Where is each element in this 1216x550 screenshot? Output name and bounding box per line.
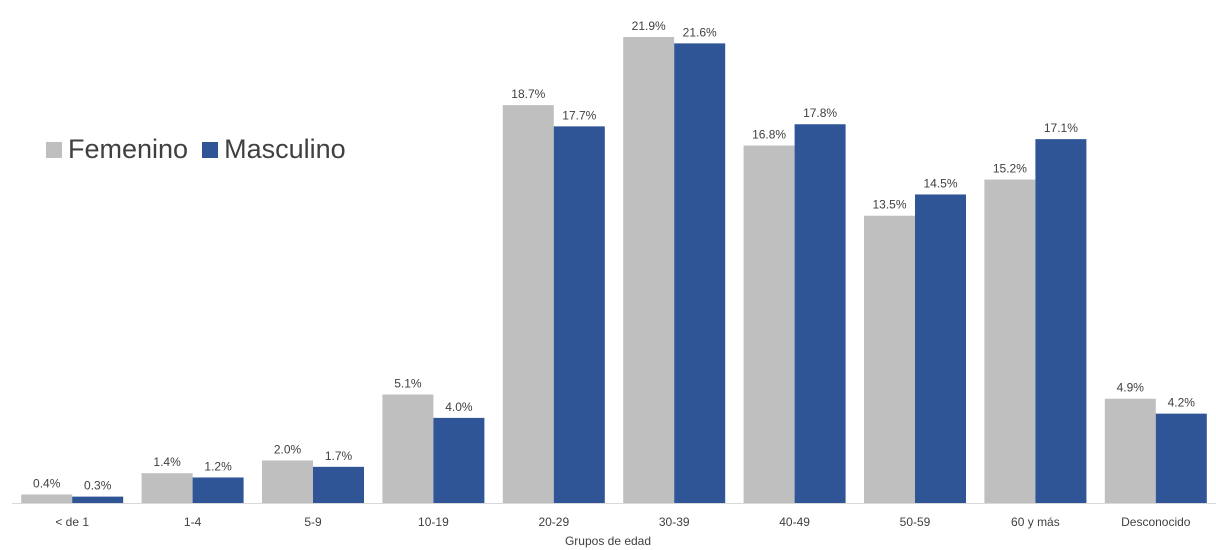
x-tick-label-3: 10-19 — [418, 515, 449, 529]
legend-label-femenino: Femenino — [68, 134, 189, 164]
bar-femenino-5 — [623, 37, 675, 503]
bar-femenino-2 — [262, 460, 313, 503]
data-label-femenino-6: 16.8% — [752, 128, 786, 142]
data-label-masculino-9: 4.2% — [1168, 396, 1196, 410]
bar-masculino-0 — [72, 496, 124, 503]
bar-masculino-6 — [794, 124, 846, 504]
data-label-masculino-2: 1.7% — [325, 449, 353, 463]
data-label-femenino-2: 2.0% — [274, 442, 302, 456]
bar-masculino-5 — [674, 43, 726, 504]
bar-femenino-4 — [502, 105, 554, 504]
data-label-masculino-5: 21.6% — [683, 25, 717, 39]
x-tick-label-1: 1-4 — [184, 515, 202, 529]
data-label-femenino-7: 13.5% — [872, 198, 906, 212]
bar-masculino-7 — [915, 194, 966, 503]
data-label-masculino-3: 4.0% — [445, 400, 473, 414]
legend-label-masculino: Masculino — [224, 134, 346, 164]
data-label-femenino-4: 18.7% — [511, 87, 545, 101]
x-tick-label-8: 60 y más — [1011, 515, 1060, 529]
legend: Femenino Masculino — [46, 134, 360, 165]
bar-femenino-3 — [382, 394, 434, 503]
bar-femenino-1 — [141, 473, 193, 503]
x-tick-label-4: 20-29 — [538, 515, 569, 529]
data-label-masculino-1: 1.2% — [204, 459, 232, 473]
bars-group — [21, 37, 1207, 504]
data-label-masculino-4: 17.7% — [562, 108, 596, 122]
legend-item-femenino: Femenino — [46, 134, 188, 165]
data-label-femenino-9: 4.9% — [1117, 381, 1145, 395]
bar-femenino-6 — [743, 145, 795, 503]
bar-masculino-9 — [1155, 413, 1207, 503]
data-label-masculino-8: 17.1% — [1044, 121, 1078, 135]
bar-masculino-2 — [313, 466, 364, 503]
x-tick-label-0: < de 1 — [55, 515, 89, 529]
x-tick-label-2: 5-9 — [304, 515, 322, 529]
legend-swatch-femenino — [46, 141, 62, 158]
data-label-femenino-3: 5.1% — [394, 376, 422, 390]
data-label-femenino-8: 15.2% — [993, 162, 1027, 176]
bar-masculino-8 — [1035, 139, 1087, 503]
x-tick-label-5: 30-39 — [659, 515, 690, 529]
bar-masculino-1 — [192, 477, 244, 503]
bar-femenino-0 — [21, 494, 73, 503]
x-tick-label-6: 40-49 — [779, 515, 810, 529]
x-axis-title: Grupos de edad — [565, 534, 651, 548]
data-label-femenino-0: 0.4% — [33, 476, 61, 490]
x-tick-label-9: Desconocido — [1121, 515, 1191, 529]
x-tick-labels: < de 1 1-4 5-9 10-19 20-29 30-39 40-49 50-59 60 … — [55, 515, 1190, 529]
data-label-masculino-6: 17.8% — [803, 106, 837, 120]
legend-swatch-masculino — [202, 141, 219, 158]
data-label-masculino-7: 14.5% — [923, 176, 957, 190]
data-label-femenino-5: 21.9% — [632, 19, 666, 33]
data-label-masculino-0: 0.3% — [84, 479, 112, 493]
bar-masculino-4 — [553, 126, 605, 503]
data-label-femenino-1: 1.4% — [153, 455, 181, 469]
bar-masculino-3 — [433, 417, 485, 503]
bar-femenino-9 — [1104, 398, 1156, 503]
x-tick-label-7: 50-59 — [900, 515, 931, 529]
bar-femenino-8 — [984, 179, 1036, 503]
legend-item-masculino: Masculino — [202, 134, 346, 165]
bar-femenino-7 — [864, 215, 915, 503]
bar-labels-group: 0.4% 0.3% 1.4% 1.2% 2.0% 1.7% 5.1% 4.0% 18.7% 17.… — [33, 19, 1195, 493]
